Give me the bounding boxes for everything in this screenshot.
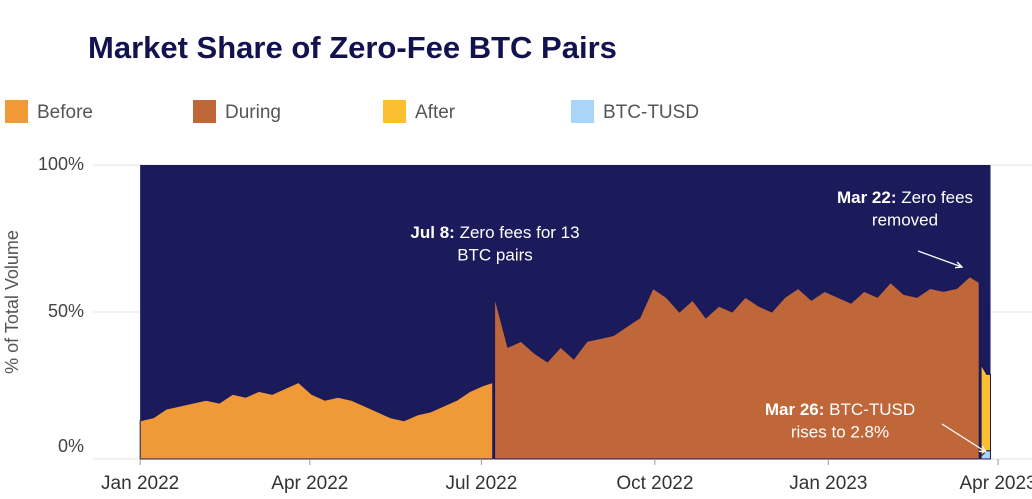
- y-tick-label: 100%: [38, 154, 84, 174]
- annotation-bold: Jul 8:: [410, 223, 454, 242]
- annotation: BTC pairs: [457, 245, 533, 264]
- y-axis-label: % of Total Volume: [2, 230, 22, 374]
- arrow-head: [954, 261, 964, 269]
- annotation: Mar 26: BTC-TUSD: [765, 400, 915, 419]
- x-tick-label: Apr 2022: [271, 473, 348, 494]
- arrow-head: [978, 445, 988, 453]
- chart-title: Market Share of Zero-Fee BTC Pairs: [88, 30, 617, 65]
- area: [139, 381, 494, 460]
- legend-swatch: [5, 100, 28, 123]
- x-tick-label: Oct 2022: [616, 473, 693, 494]
- area: [494, 276, 980, 460]
- annotation: rises to 2.8%: [791, 422, 889, 441]
- y-tick-label: 0%: [58, 436, 84, 456]
- legend-swatch: [193, 100, 216, 123]
- legend-label: During: [225, 102, 281, 123]
- annotation: Jul 8: Zero fees for 13: [410, 223, 579, 242]
- x-tick-label: Jan 2023: [789, 473, 867, 494]
- legend-label: After: [415, 102, 456, 123]
- legend-label: BTC-TUSD: [603, 102, 699, 123]
- x-tick-label: Jul 2022: [445, 473, 517, 494]
- legend-swatch: [383, 100, 406, 123]
- y-tick-label: 50%: [48, 301, 84, 321]
- annotation-text: Zero fees for 13: [460, 223, 580, 242]
- annotation: removed: [872, 210, 938, 229]
- x-tick-label: Jan 2022: [101, 473, 179, 494]
- x-tick-label: Apr 2023: [959, 473, 1032, 494]
- annotation: Mar 22: Zero fees: [837, 188, 973, 207]
- legend-swatch: [571, 100, 594, 123]
- annotation-bold: Mar 26:: [765, 400, 825, 419]
- legend-label: Before: [37, 102, 93, 123]
- arrow: [917, 250, 963, 268]
- area: [980, 363, 992, 458]
- annotation-bold: Mar 22:: [837, 188, 897, 207]
- annotation-text: Zero fees: [901, 188, 973, 207]
- annotation-text: BTC-TUSD: [829, 400, 915, 419]
- arrow: [941, 423, 987, 453]
